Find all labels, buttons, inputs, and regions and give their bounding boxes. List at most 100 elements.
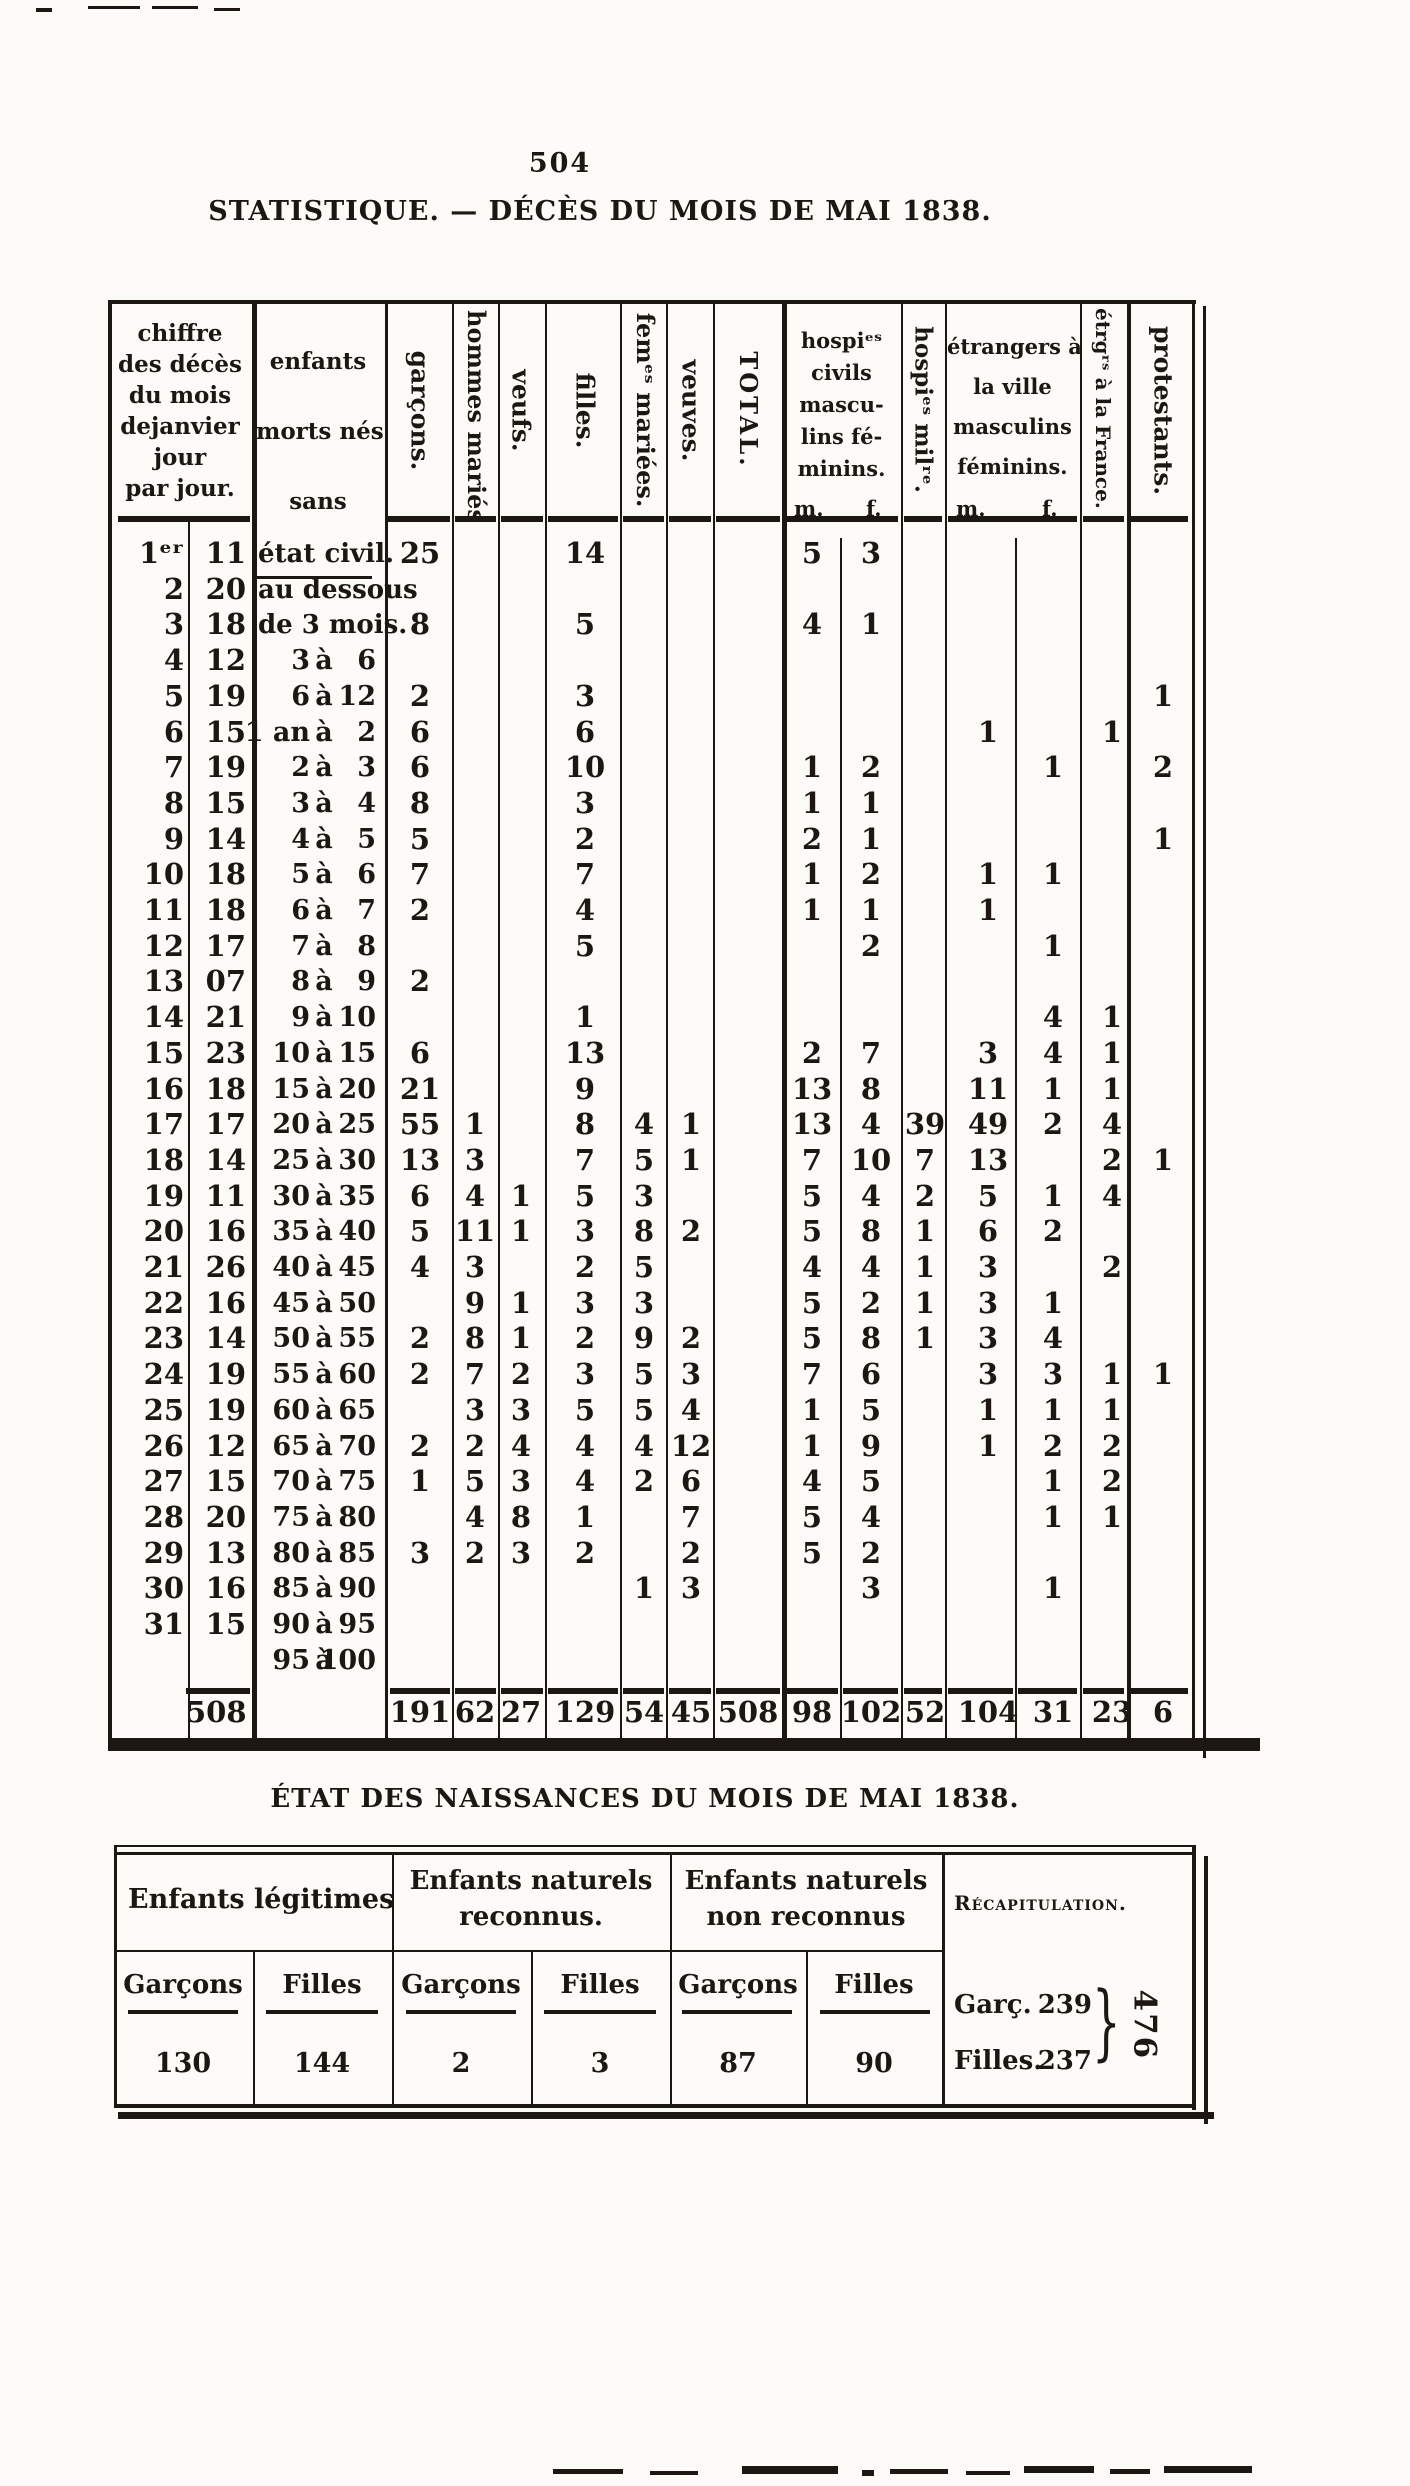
table-border-top [108, 300, 1196, 304]
cell-value: 5 [409, 821, 431, 856]
cell-value: 5 [633, 1392, 655, 1427]
cell-value: 1 [801, 750, 823, 785]
cell-age-hi: 50 [338, 1287, 376, 1319]
cell-value: 8 [860, 1071, 882, 1106]
cell-day: 3 [163, 607, 184, 642]
header-age-col-line: enfants [269, 348, 367, 375]
col-separator [385, 300, 388, 1738]
cell-value: 5 [574, 607, 596, 642]
scan-artifact [1164, 2466, 1252, 2473]
cell-value: 6 [860, 1357, 882, 1392]
total-value: 191 [389, 1695, 451, 1729]
cell-age-lo: 1 an [244, 716, 310, 748]
cell-age-lo: 50 [272, 1323, 310, 1355]
cell-value: 3 [409, 1535, 431, 1570]
cell-value: 7 [409, 857, 431, 892]
cell-age-a: à [315, 1144, 333, 1176]
cell-day: 21 [143, 1250, 184, 1284]
cell-day: 13 [143, 964, 184, 999]
cell-value: 2 [1042, 1214, 1064, 1249]
cell-value: 4 [860, 1107, 882, 1142]
sub-header-garcons: Garçons [678, 1970, 798, 2000]
total-value: 508 [717, 1695, 779, 1729]
cell-age-hi: 5 [357, 823, 376, 855]
header-vertical-veufs: veufs. [506, 369, 536, 452]
cell-deces-count: 15 [205, 1607, 246, 1641]
cell-value: 1 [860, 607, 882, 642]
cell-value: 5 [860, 1392, 882, 1427]
cell-day: 2 [163, 571, 184, 606]
naissances-border-top-inner [114, 1852, 1196, 1855]
totals-rule [716, 1688, 780, 1694]
cell-age-a: à [315, 1109, 333, 1141]
cell-deces-count: 19 [205, 1357, 246, 1392]
cell-value: 6 [409, 714, 431, 749]
value-legitimes-garcons: 130 [154, 2048, 212, 2079]
cell-age-a: à [315, 1359, 333, 1391]
naissances-col-non-reconnus-header-line2: non reconnus [706, 1902, 906, 1932]
cell-value: 1 [1152, 821, 1174, 856]
cell-value: 1 [409, 1464, 431, 1499]
cell-age-lo: 95 [272, 1644, 310, 1676]
cell-age-a: à [315, 1252, 333, 1283]
cell-value: 5 [801, 1321, 823, 1356]
page-title: STATISTIQUE. — DÉCÈS DU MOIS DE MAI 1838… [208, 196, 992, 227]
cell-age-hi: 45 [338, 1252, 376, 1283]
cell-value: 3 [860, 1571, 882, 1606]
cell-age-lo: 55 [272, 1359, 310, 1391]
cell-age-hi: 15 [338, 1037, 376, 1069]
cell-day: 25 [143, 1392, 184, 1427]
recap-filles-label: Filles. [954, 2046, 1043, 2076]
naissances-col-sep [670, 1852, 672, 2104]
cell-age-hi: 7 [357, 895, 376, 926]
cell-age-label: au dessous [258, 574, 418, 605]
totals-rule [948, 1688, 1013, 1694]
header-rule [948, 516, 1077, 522]
cell-age-a: à [315, 680, 333, 712]
cell-value: 5 [574, 1178, 596, 1213]
cell-age-hi: 95 [338, 1609, 376, 1640]
cell-age-a: à [315, 1323, 333, 1355]
cell-day: 24 [143, 1357, 184, 1392]
cell-value: 1 [1101, 714, 1123, 749]
cell-value: 4 [1101, 1178, 1123, 1213]
cell-value: 4 [464, 1499, 486, 1534]
cell-value: 1 [1152, 1357, 1174, 1392]
header-hospices-civils-line: civils [811, 360, 872, 385]
cell-age-lo: 3 [291, 787, 310, 819]
scan-artifact [36, 8, 52, 12]
cell-value: 5 [574, 928, 596, 963]
cell-value: 4 [510, 1428, 532, 1463]
naissances-border-top-outer [114, 1845, 1196, 1847]
cell-value: 1 [860, 785, 882, 820]
cell-deces-count: 18 [205, 1071, 246, 1106]
cell-age-hi: 2 [357, 716, 376, 748]
cell-value: 4 [801, 607, 823, 642]
cell-day: 11 [143, 893, 184, 927]
cell-age-lo: 65 [272, 1430, 310, 1462]
cell-value: 9 [633, 1321, 655, 1356]
cell-value: 2 [464, 1535, 486, 1570]
cell-deces-count: 19 [205, 1392, 246, 1427]
cell-value: 1 [1101, 1392, 1123, 1427]
header-rule [904, 516, 942, 522]
sub-header-filles: Filles [282, 1970, 362, 2000]
cell-value: 3 [1042, 1357, 1064, 1392]
naissances-sub-rule [544, 2010, 656, 2014]
recap-brace: } [1092, 1975, 1121, 2070]
cell-value: 13 [791, 1107, 833, 1142]
scan-artifact [650, 2471, 698, 2475]
cell-deces-count: 15 [205, 1464, 246, 1499]
cell-age-lo: 75 [272, 1501, 310, 1533]
cell-value: 1 [1101, 1071, 1123, 1106]
cell-value: 3 [977, 1035, 999, 1070]
value-non-reconnus-filles: 90 [855, 2048, 893, 2079]
cell-day: 7 [163, 750, 184, 785]
cell-age-hi: 30 [338, 1144, 376, 1176]
naissances-border-bottom-shadow [118, 2112, 1214, 2119]
cell-age-a: à [315, 1644, 333, 1676]
totals-rule [786, 1688, 838, 1694]
cell-value: 3 [464, 1250, 486, 1284]
cell-value: 2 [574, 821, 596, 856]
cell-value: 1 [510, 1214, 532, 1249]
